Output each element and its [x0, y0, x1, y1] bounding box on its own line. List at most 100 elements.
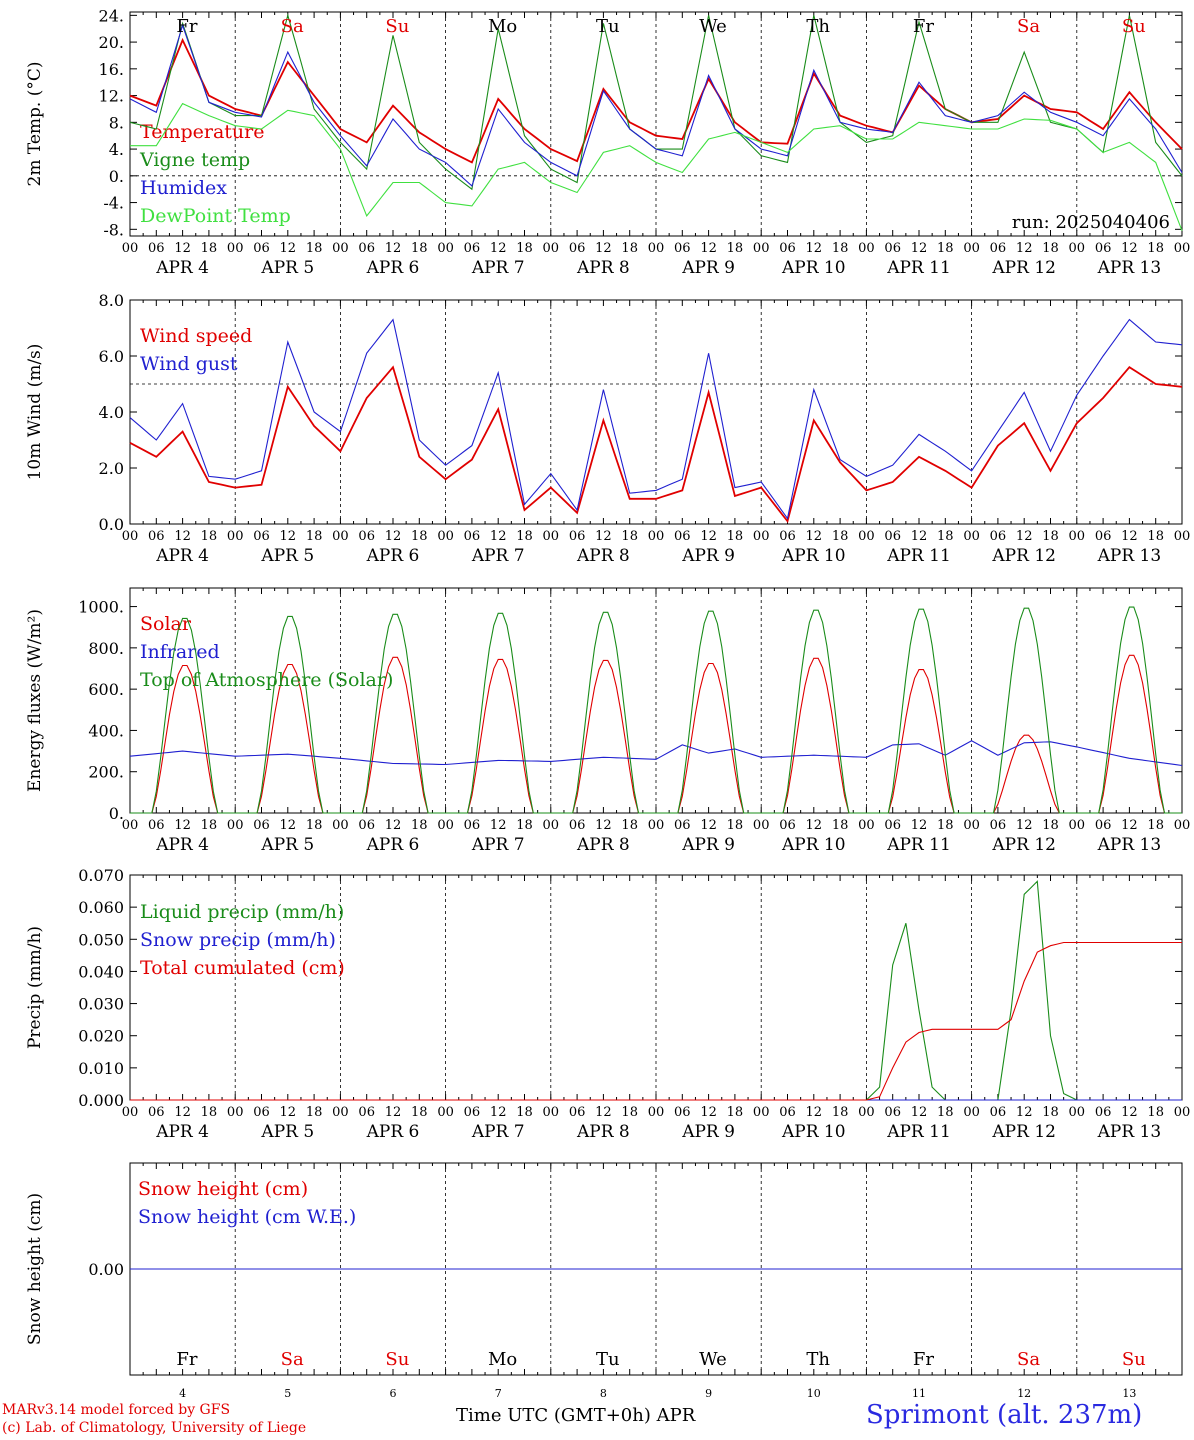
hour-tick-label: 12 [490, 241, 507, 256]
date-label: APR 6 [366, 835, 420, 855]
legend-entry: Temperature [140, 121, 264, 143]
hour-tick-label: 06 [358, 241, 375, 256]
hour-tick-label: 00 [122, 1105, 139, 1120]
hour-tick-label: 06 [464, 818, 481, 833]
hour-tick-label: 12 [280, 529, 297, 544]
hour-tick-label: 00 [227, 241, 244, 256]
hour-tick-label: 00 [648, 241, 665, 256]
legend-entry: Vigne temp [139, 149, 250, 171]
model-credit: MARv3.14 model forced by GFS [2, 1402, 231, 1418]
hour-tick-label: 18 [832, 1105, 849, 1120]
hour-tick-label: 06 [884, 818, 901, 833]
hour-tick-label: 06 [358, 818, 375, 833]
hour-tick-label: 06 [253, 529, 270, 544]
hour-tick-label: 00 [963, 241, 980, 256]
y-tick-label: 0.030 [78, 995, 124, 1014]
legend-entry: Snow height (cm W.E.) [138, 1206, 356, 1228]
hour-tick-label: 12 [1016, 529, 1033, 544]
hour-tick-label: 00 [543, 529, 560, 544]
hour-tick-label: 18 [832, 241, 849, 256]
y-tick-label: 0.040 [78, 962, 124, 981]
hour-tick-label: 06 [464, 1105, 481, 1120]
y-tick-label: 6.0 [99, 347, 124, 366]
date-label: APR 10 [781, 835, 846, 855]
hour-tick-label: 18 [201, 818, 218, 833]
hour-tick-label: 12 [911, 529, 928, 544]
hour-tick-label: 12 [174, 241, 191, 256]
hour-tick-label: 00 [1174, 241, 1191, 256]
hour-tick-label: 12 [595, 241, 612, 256]
hour-tick-label: 06 [464, 529, 481, 544]
hour-tick-label: 00 [227, 818, 244, 833]
day-name-top: We [699, 16, 727, 37]
y-tick-label: 16. [99, 60, 124, 79]
y-tick-label: 4.0 [99, 403, 124, 422]
date-label: APR 8 [576, 258, 630, 278]
legend-entry: Wind gust [140, 353, 238, 375]
hour-tick-label: 00 [332, 818, 349, 833]
hour-tick-label: 12 [595, 1105, 612, 1120]
date-label: APR 8 [576, 1122, 630, 1142]
hour-tick-label: 18 [306, 529, 323, 544]
y-tick-label: 24. [99, 6, 124, 25]
hour-tick-label: 18 [727, 1105, 744, 1120]
date-label: APR 8 [576, 546, 630, 566]
hour-tick-label: 12 [490, 529, 507, 544]
hour-tick-label: 18 [621, 818, 638, 833]
date-label: APR 4 [155, 258, 209, 278]
date-label: APR 5 [260, 835, 314, 855]
date-label: APR 7 [471, 1122, 525, 1142]
date-label: APR 11 [886, 1122, 951, 1142]
hour-tick-label: 00 [858, 1105, 875, 1120]
hour-tick-label: 00 [1069, 241, 1086, 256]
day-name-bottom: Sa [1017, 1349, 1040, 1370]
hour-tick-label: 12 [490, 1105, 507, 1120]
day-name-bottom: Mo [488, 1349, 517, 1370]
hour-tick-label: 18 [516, 818, 533, 833]
y-tick-label: 0.020 [78, 1027, 124, 1046]
date-label: APR 7 [471, 835, 525, 855]
day-number: 11 [912, 1387, 926, 1400]
y-axis-title: 2m Temp. (°C) [25, 61, 45, 186]
hour-tick-label: 06 [148, 529, 165, 544]
hour-tick-label: 00 [227, 1105, 244, 1120]
hour-tick-label: 06 [253, 1105, 270, 1120]
hour-tick-label: 18 [201, 241, 218, 256]
date-label: APR 6 [366, 546, 420, 566]
hour-tick-label: 00 [858, 241, 875, 256]
hour-tick-label: 06 [569, 529, 586, 544]
y-axis-title: Energy fluxes (W/m²) [25, 609, 45, 792]
hour-tick-label: 12 [174, 529, 191, 544]
hour-tick-label: 00 [858, 529, 875, 544]
series-line [130, 941, 1182, 1101]
hour-tick-label: 12 [1121, 241, 1138, 256]
hour-tick-label: 06 [148, 818, 165, 833]
x-axis-title: Time UTC (GMT+0h) APR [456, 1405, 696, 1426]
hour-tick-label: 00 [753, 241, 770, 256]
y-tick-label: 600. [88, 680, 124, 699]
y-tick-label: 0.0 [99, 515, 124, 534]
hour-tick-label: 06 [1095, 529, 1112, 544]
hour-tick-label: 12 [280, 818, 297, 833]
date-label: APR 11 [886, 258, 951, 278]
hour-tick-label: 06 [1095, 241, 1112, 256]
hour-tick-label: 18 [621, 529, 638, 544]
date-label: APR 9 [681, 1122, 735, 1142]
hour-tick-label: 00 [332, 1105, 349, 1120]
date-label: APR 12 [991, 1122, 1056, 1142]
date-label: APR 13 [1097, 835, 1162, 855]
hour-tick-label: 06 [674, 529, 691, 544]
date-label: APR 13 [1097, 546, 1162, 566]
day-number: 9 [705, 1387, 712, 1400]
hour-tick-label: 12 [700, 241, 717, 256]
hour-tick-label: 18 [306, 241, 323, 256]
day-name-bottom: Sa [281, 1349, 304, 1370]
date-label: APR 4 [155, 1122, 209, 1142]
hour-tick-label: 18 [832, 529, 849, 544]
hour-tick-label: 18 [1147, 529, 1164, 544]
legend-entry: Solar [140, 613, 192, 635]
hour-tick-label: 06 [253, 241, 270, 256]
panel-5: 0.00 Snow height (cm) Snow height (cm) Snow… [25, 1162, 1183, 1376]
date-label: APR 9 [681, 258, 735, 278]
